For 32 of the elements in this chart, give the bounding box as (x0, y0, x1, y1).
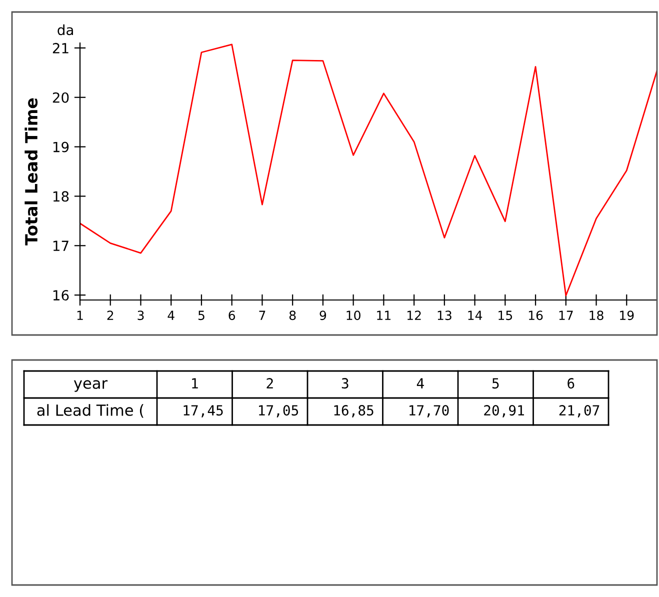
x-tick-label: 9 (320, 310, 326, 320)
line-series (80, 44, 657, 296)
x-tick-label: 1 (77, 310, 83, 320)
x-tick-label: 16 (528, 310, 543, 320)
y-tick-label: 17 (53, 240, 68, 251)
y-tick-label: 18 (53, 191, 69, 202)
x-tick-label: 2 (107, 310, 114, 320)
text: 1 2 3 4 5 6 (192, 378, 574, 389)
x-tick-label: 14 (468, 310, 482, 320)
x-tick-label: 3 (138, 310, 144, 320)
x-tick-label: 18 (590, 310, 604, 320)
text: da (58, 24, 73, 36)
y-tick-label: 16 (53, 290, 69, 301)
x-tick-label: 12 (407, 310, 421, 320)
text: al Lead Time ( (37, 404, 144, 418)
y-tick-label: 20 (52, 92, 69, 103)
x-tick-label: 6 (228, 310, 236, 320)
x-tick-label: 19 (620, 310, 634, 320)
text: 17,45 17,05 16,85 17,70 20,91 21,07 (184, 405, 600, 418)
x-tick-label: 10 (346, 310, 360, 320)
x-tick-label: 17 (559, 310, 573, 320)
y-axis-title: Total Lead Time (24, 98, 38, 246)
x-tick-label: 5 (198, 310, 204, 320)
text: year (74, 380, 108, 392)
x-tick-label: 7 (259, 310, 266, 320)
x-tick-label: 13 (438, 310, 452, 320)
x-tick-label: 15 (498, 310, 512, 320)
x-tick-label: 11 (377, 310, 390, 320)
y-tick-label: 19 (53, 142, 69, 152)
y-tick-label: 21 (52, 42, 68, 54)
x-tick-label: 4 (168, 310, 174, 320)
x-tick-label: 8 (289, 310, 296, 320)
